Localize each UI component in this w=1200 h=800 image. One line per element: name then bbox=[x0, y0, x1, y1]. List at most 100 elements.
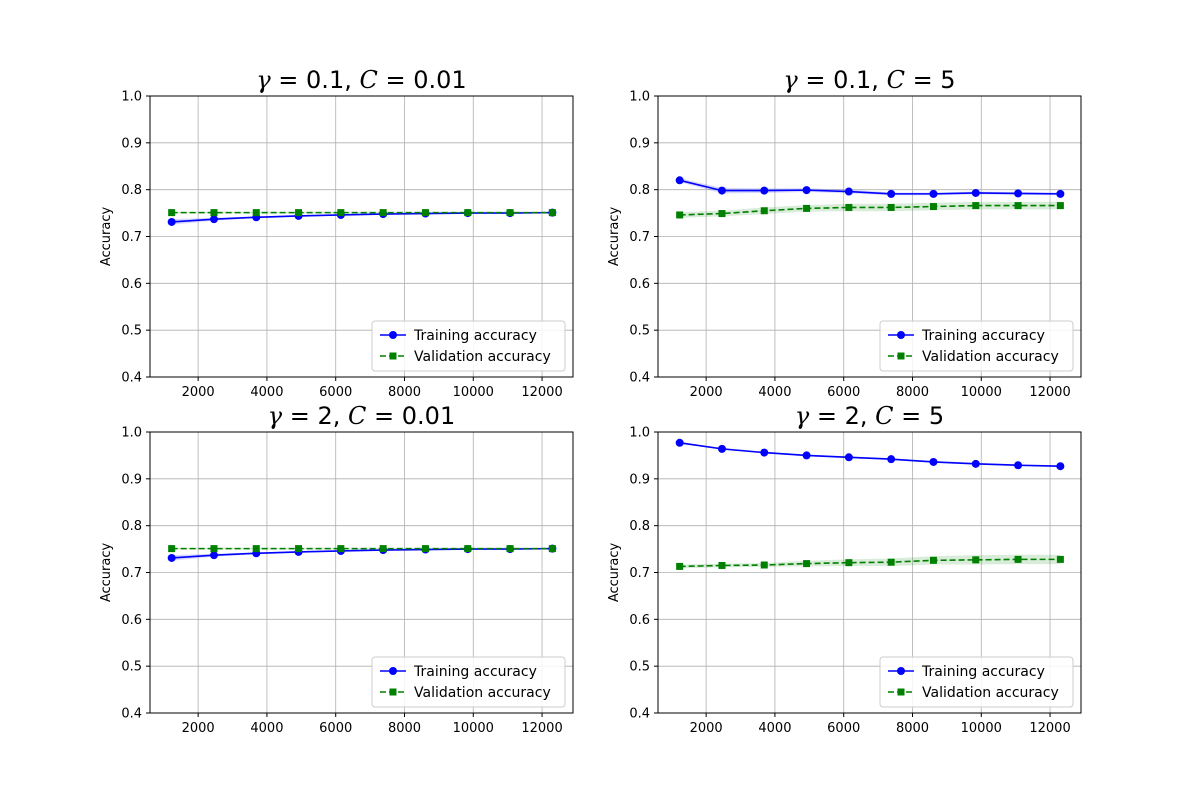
legend-label-training: Training accuracy bbox=[921, 328, 1045, 344]
legend-label-validation: Validation accuracy bbox=[922, 349, 1059, 365]
y-tick-label: 0.7 bbox=[121, 230, 142, 245]
x-tick-label: 4000 bbox=[758, 385, 791, 400]
x-tick-label: 4000 bbox=[758, 721, 791, 736]
y-axis-label: Accuracy bbox=[607, 543, 622, 603]
data-point-validation bbox=[252, 209, 260, 217]
data-point-validation bbox=[972, 556, 980, 564]
data-point-validation bbox=[421, 209, 429, 217]
y-tick-label: 0.8 bbox=[629, 519, 650, 534]
y-tick-label: 0.5 bbox=[121, 324, 142, 339]
legend-label-validation: Validation accuracy bbox=[922, 685, 1059, 701]
subplot-title: γ = 2, C = 5 bbox=[795, 402, 944, 430]
x-tick-label: 2000 bbox=[182, 721, 215, 736]
data-point-validation bbox=[887, 558, 895, 566]
legend-label-validation: Validation accuracy bbox=[414, 349, 551, 365]
data-point-validation bbox=[1056, 555, 1064, 563]
data-point-training bbox=[802, 186, 811, 195]
data-point-training bbox=[844, 453, 853, 462]
y-tick-label: 1.0 bbox=[121, 426, 142, 441]
y-tick-label: 0.6 bbox=[629, 613, 650, 628]
data-point-validation bbox=[464, 209, 472, 217]
data-point-validation bbox=[718, 561, 726, 569]
y-tick-label: 0.8 bbox=[629, 183, 650, 198]
y-tick-label: 0.5 bbox=[121, 660, 142, 675]
y-axis-label: Accuracy bbox=[607, 207, 622, 267]
x-tick-label: 2000 bbox=[182, 385, 215, 400]
data-point-validation bbox=[337, 545, 345, 553]
data-point-validation bbox=[929, 203, 937, 211]
y-tick-label: 0.7 bbox=[629, 230, 650, 245]
subplot-1: 2000 4000 6000 8000 10000 12000 0.4 0.5 0.6 0.7 0.… bbox=[99, 66, 574, 400]
y-tick-label: 0.6 bbox=[121, 277, 142, 292]
data-point-validation bbox=[337, 209, 345, 217]
series-line-validation bbox=[679, 204, 1061, 216]
legend-label-training: Training accuracy bbox=[413, 664, 537, 680]
data-point-training bbox=[971, 188, 980, 197]
y-tick-label: 0.7 bbox=[121, 566, 142, 581]
data-point-validation bbox=[210, 209, 218, 217]
y-tick-label: 0.4 bbox=[629, 707, 650, 722]
data-point-training bbox=[1014, 189, 1023, 198]
subplot-title: γ = 2, C = 0.01 bbox=[268, 402, 455, 430]
y-tick-label: 0.8 bbox=[121, 183, 142, 198]
data-point-training bbox=[675, 176, 684, 185]
x-tick-label: 10000 bbox=[453, 721, 494, 736]
subplot-3: 2000 4000 6000 8000 10000 12000 0.4 0.5 0.6 0.7 0.… bbox=[99, 402, 574, 736]
data-point-validation bbox=[803, 204, 811, 212]
y-tick-label: 0.7 bbox=[629, 566, 650, 581]
x-tick-label: 12000 bbox=[521, 385, 562, 400]
legend-label-validation: Validation accuracy bbox=[414, 685, 551, 701]
x-tick-label: 10000 bbox=[961, 721, 1002, 736]
y-tick-label: 0.6 bbox=[121, 613, 142, 628]
confidence-band-validation bbox=[679, 554, 1061, 569]
data-point-training bbox=[1056, 462, 1065, 471]
data-point-training bbox=[887, 189, 896, 198]
data-point-training bbox=[929, 189, 938, 198]
y-tick-label: 0.4 bbox=[121, 371, 142, 386]
y-tick-label: 0.5 bbox=[629, 660, 650, 675]
series-line-training bbox=[679, 179, 1061, 195]
x-tick-label: 8000 bbox=[388, 721, 421, 736]
data-point-training bbox=[717, 186, 726, 195]
x-tick-label: 10000 bbox=[453, 385, 494, 400]
x-tick-label: 4000 bbox=[250, 385, 283, 400]
x-tick-label: 12000 bbox=[1029, 385, 1070, 400]
data-point-training bbox=[717, 444, 726, 453]
y-tick-label: 0.4 bbox=[629, 371, 650, 386]
legend-box bbox=[371, 320, 566, 372]
legend-marker-validation bbox=[389, 352, 397, 360]
data-point-training bbox=[675, 438, 684, 447]
confidence-band-training bbox=[679, 441, 1061, 468]
legend: Training accuracy Validation accuracy bbox=[879, 320, 1074, 372]
legend-box bbox=[879, 320, 1074, 372]
data-point-validation bbox=[718, 210, 726, 218]
data-point-validation bbox=[803, 560, 811, 568]
x-tick-label: 4000 bbox=[250, 721, 283, 736]
y-tick-label: 0.6 bbox=[629, 277, 650, 292]
data-point-training bbox=[1056, 189, 1065, 198]
legend-marker-training bbox=[389, 331, 397, 339]
x-tick-label: 8000 bbox=[896, 385, 929, 400]
data-point-validation bbox=[676, 562, 684, 570]
data-point-validation bbox=[548, 209, 556, 217]
data-point-validation bbox=[379, 545, 387, 553]
x-tick-label: 2000 bbox=[690, 385, 723, 400]
x-tick-label: 6000 bbox=[319, 385, 352, 400]
legend-box bbox=[879, 656, 1074, 708]
data-point-training bbox=[887, 455, 896, 464]
data-point-training bbox=[1014, 461, 1023, 470]
data-point-validation bbox=[676, 211, 684, 219]
y-tick-label: 1.0 bbox=[121, 90, 142, 105]
y-tick-label: 0.9 bbox=[629, 136, 650, 151]
legend-marker-validation bbox=[897, 688, 905, 696]
subplot-4: 2000 4000 6000 8000 10000 12000 0.4 0.5 0.6 0.7 0.… bbox=[607, 402, 1082, 736]
data-point-validation bbox=[379, 209, 387, 217]
data-point-training bbox=[760, 448, 769, 457]
data-point-validation bbox=[548, 545, 556, 553]
y-tick-label: 0.9 bbox=[629, 472, 650, 487]
data-point-training bbox=[971, 459, 980, 468]
series-line-training bbox=[679, 441, 1061, 467]
data-point-validation bbox=[1056, 202, 1064, 210]
subplot-2: 2000 4000 6000 8000 10000 12000 0.4 0.5 0.6 0.7 0.… bbox=[607, 66, 1082, 400]
data-point-validation bbox=[421, 545, 429, 553]
